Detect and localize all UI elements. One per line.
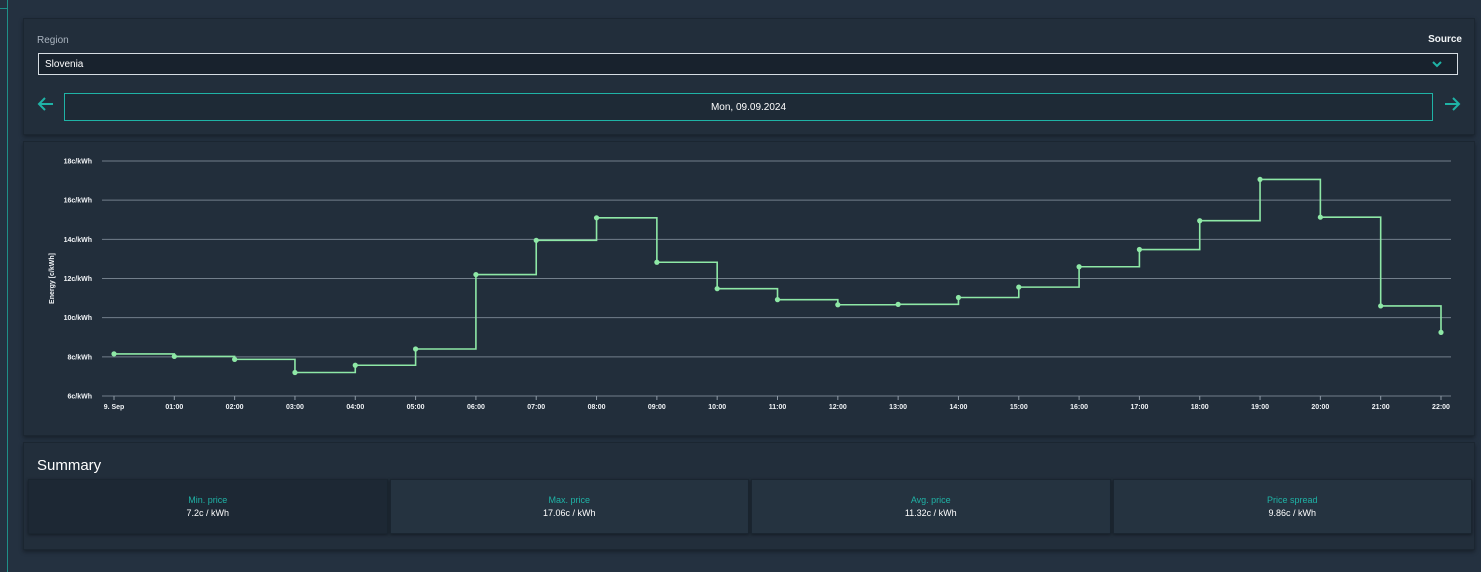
data-point [352, 362, 358, 368]
data-point [232, 356, 238, 362]
avg-price-tile: Avg. price 11.32c / kWh [751, 479, 1111, 534]
data-point [895, 301, 901, 307]
y-tick-label: 6c/kWh [67, 394, 92, 401]
summary-tiles: Min. price 7.2c / kWh Max. price 17.06c … [28, 479, 1472, 534]
region-date-panel: Region Source Slovenia Mon, 09.09.2024 [23, 18, 1475, 135]
x-tick-label: 02:00 [226, 404, 244, 411]
date-display[interactable]: Mon, 09.09.2024 [64, 93, 1433, 121]
x-tick-label: 04:00 [346, 404, 364, 411]
previous-day-arrow-icon[interactable] [36, 94, 56, 114]
next-day-arrow-icon[interactable] [1442, 94, 1462, 114]
y-tick-label: 14c/kWh [64, 237, 92, 244]
data-point [714, 286, 720, 292]
min-price-tile: Min. price 7.2c / kWh [28, 479, 388, 534]
data-point [654, 259, 660, 265]
data-point [955, 294, 962, 301]
tile-label: Max. price [548, 495, 590, 505]
tile-label: Min. price [188, 495, 228, 505]
x-tick-label: 08:00 [588, 404, 606, 411]
x-tick-label: 01:00 [165, 404, 183, 411]
chevron-down-icon[interactable] [1429, 56, 1445, 72]
x-tick-label: 19:00 [1251, 404, 1269, 411]
data-point [1317, 214, 1323, 220]
tile-label: Price spread [1266, 495, 1318, 505]
x-tick-label: 16:00 [1070, 404, 1088, 411]
price-spread-tile: Price spread 9.86c / kWh [1112, 479, 1472, 534]
y-tick-label: 10c/kWh [64, 315, 92, 322]
data-point [171, 353, 177, 360]
data-point [1257, 176, 1263, 183]
data-point [1076, 264, 1082, 270]
tile-value: 7.2c / kWh [186, 508, 229, 518]
data-point [1016, 284, 1022, 290]
data-point [1136, 246, 1143, 253]
max-price-tile: Max. price 17.06c / kWh [389, 479, 749, 534]
x-tick-label: 06:00 [467, 404, 485, 411]
data-point [473, 271, 479, 278]
x-tick-label: 11:00 [769, 404, 787, 411]
y-axis-label: Energy [c/kWh] [49, 253, 56, 304]
data-point [835, 302, 841, 308]
date-text: Mon, 09.09.2024 [710, 101, 787, 113]
x-tick-label: 20:00 [1311, 404, 1329, 411]
source-link[interactable]: Source [1428, 34, 1462, 45]
data-point [292, 369, 298, 376]
y-tick-label: 18c/kWh [64, 159, 92, 166]
x-tick-label: 15:00 [1010, 404, 1028, 411]
region-select-value: Slovenia [45, 59, 84, 70]
y-tick-label: 8c/kWh [67, 354, 92, 361]
tile-label: Avg. price [910, 495, 951, 505]
x-tick-label: 21:00 [1372, 404, 1390, 411]
data-point [1197, 218, 1203, 224]
tile-value: 9.86c / kWh [1268, 508, 1317, 518]
left-edge-tick [0, 8, 7, 9]
data-point [593, 215, 600, 221]
data-point [533, 237, 539, 243]
left-edge-line [7, 0, 8, 572]
price-series-line [114, 178, 1442, 374]
y-tick-label: 12c/kWh [64, 276, 92, 283]
y-tick-label: 16c/kWh [64, 198, 92, 205]
data-point [1438, 329, 1444, 335]
x-tick-label: 22:00 [1432, 404, 1450, 411]
x-tick-label: 05:00 [407, 404, 425, 411]
data-point [111, 351, 117, 357]
price-chart: 6c/kWh 8c/kWh 10c/kWh 12c/kWh 14c/kWh 16c/kWh… [49, 159, 1451, 411]
summary-title: Summary [37, 457, 102, 474]
region-select[interactable]: Slovenia [38, 53, 1458, 75]
x-tick-label: 12:00 [829, 404, 847, 411]
x-tick-label: 13:00 [889, 404, 907, 411]
price-chart-panel: 6c/kWh 8c/kWh 10c/kWh 12c/kWh 14c/kWh 16c/kWh… [23, 141, 1475, 436]
x-tick-label: 09:00 [648, 404, 666, 411]
x-tick-label: 9. Sep [104, 404, 125, 411]
data-point [1378, 303, 1384, 309]
x-tick-label: 07:00 [527, 404, 545, 411]
x-tick-label: 03:00 [286, 404, 304, 411]
x-tick-label: 14:00 [950, 404, 968, 411]
tile-value: 17.06c / kWh [542, 508, 596, 518]
x-tick-label: 17:00 [1130, 404, 1148, 411]
x-tick-label: 18:00 [1191, 404, 1209, 411]
summary-panel: Summary Min. price 7.2c / kWh Max. price… [23, 442, 1475, 550]
region-label: Region [37, 35, 69, 46]
tile-value: 11.32c / kWh [904, 508, 957, 518]
x-tick-label: 10:00 [708, 404, 726, 411]
data-point [412, 346, 419, 352]
data-point [774, 297, 781, 303]
